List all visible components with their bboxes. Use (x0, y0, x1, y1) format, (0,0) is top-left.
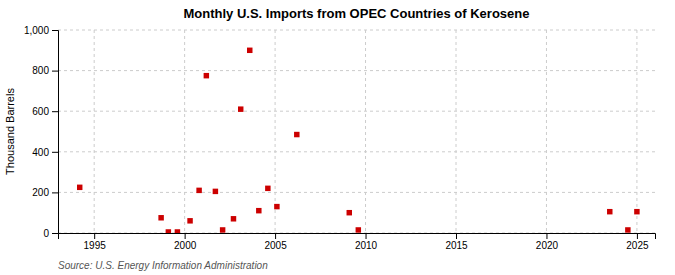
tick-mark (52, 71, 58, 72)
tick-mark (52, 233, 58, 234)
point (238, 106, 243, 111)
point (607, 209, 612, 214)
tick-mark (52, 30, 58, 31)
tick: 2005 (264, 233, 287, 251)
tick: 400 (32, 147, 58, 158)
grid-line (636, 30, 637, 233)
tick-label: 600 (32, 106, 49, 117)
tick: 0 (43, 228, 58, 239)
tick-label: 2000 (174, 240, 197, 251)
point (347, 210, 352, 215)
tick-label: 0 (43, 228, 49, 239)
tick-mark (94, 233, 95, 239)
point (187, 218, 192, 223)
point (356, 227, 361, 232)
x-axis: 1995 2000 2005 2010 2015 2020 2025 (59, 233, 656, 251)
point (274, 204, 279, 209)
point (294, 132, 299, 137)
grid-line (546, 30, 547, 233)
grid-line (184, 30, 185, 233)
grid-line (365, 30, 366, 233)
points (77, 48, 640, 233)
tick-label: 400 (32, 147, 49, 158)
tick-mark (185, 233, 186, 239)
tick-label: 200 (32, 187, 49, 198)
point (634, 209, 639, 214)
point (175, 229, 180, 233)
point (231, 216, 236, 221)
chart: 1995 2000 2005 2010 2015 2020 2025 0 200 400 600 80… (0, 0, 675, 275)
tick: 1,000 (24, 25, 58, 36)
tick-label: 1,000 (24, 25, 49, 36)
tick: 800 (32, 65, 58, 76)
tick-mark (52, 152, 58, 153)
tick-label: 2010 (355, 240, 378, 251)
grid-line (58, 30, 655, 31)
title: Monthly U.S. Imports from OPEC Countries… (184, 6, 530, 21)
tick: 2025 (626, 233, 649, 251)
point (77, 185, 82, 190)
tick: 2000 (174, 233, 197, 251)
tick-label: 2020 (536, 240, 559, 251)
point (625, 227, 630, 232)
tick-mark (637, 233, 638, 239)
tick-label: 2005 (264, 240, 287, 251)
tick: 2015 (445, 233, 468, 251)
grid-line (58, 192, 655, 193)
axis-line (52, 31, 59, 234)
point (158, 215, 163, 220)
point (204, 73, 209, 78)
tick-mark (366, 233, 367, 239)
grid-line (94, 30, 95, 233)
plot: 1995 2000 2005 2010 2015 2020 2025 0 200 400 600 80… (24, 25, 656, 251)
point (213, 189, 218, 194)
point (247, 48, 252, 53)
grid-line (275, 30, 276, 233)
grid-line (58, 151, 655, 152)
tick-mark (52, 192, 58, 193)
tick: 200 (32, 187, 58, 198)
tick-label: 1995 (84, 240, 107, 251)
point (196, 188, 201, 193)
tick-label: 800 (32, 65, 49, 76)
tick-mark (52, 111, 58, 112)
grid (58, 30, 655, 233)
point (220, 227, 225, 232)
y-axis: 0 200 400 600 800 1,000 (24, 25, 59, 239)
grid-line (58, 70, 655, 71)
tick: 2010 (355, 233, 378, 251)
grid-line (456, 30, 457, 233)
tick-mark (546, 233, 547, 239)
point (166, 229, 171, 233)
y-axis-title: Thousand Barrels (4, 88, 16, 175)
grid-line (58, 111, 655, 112)
tick: 1995 (84, 233, 107, 251)
tick-label: 2025 (626, 240, 649, 251)
tick: 600 (32, 106, 58, 117)
source: Source: U.S. Energy Information Administ… (58, 260, 268, 271)
tick-label: 2015 (445, 240, 468, 251)
tick-mark (275, 233, 276, 239)
point (265, 186, 270, 191)
tick-mark (456, 233, 457, 239)
tick: 2020 (536, 233, 559, 251)
axis-line (59, 234, 656, 240)
point (256, 208, 261, 213)
